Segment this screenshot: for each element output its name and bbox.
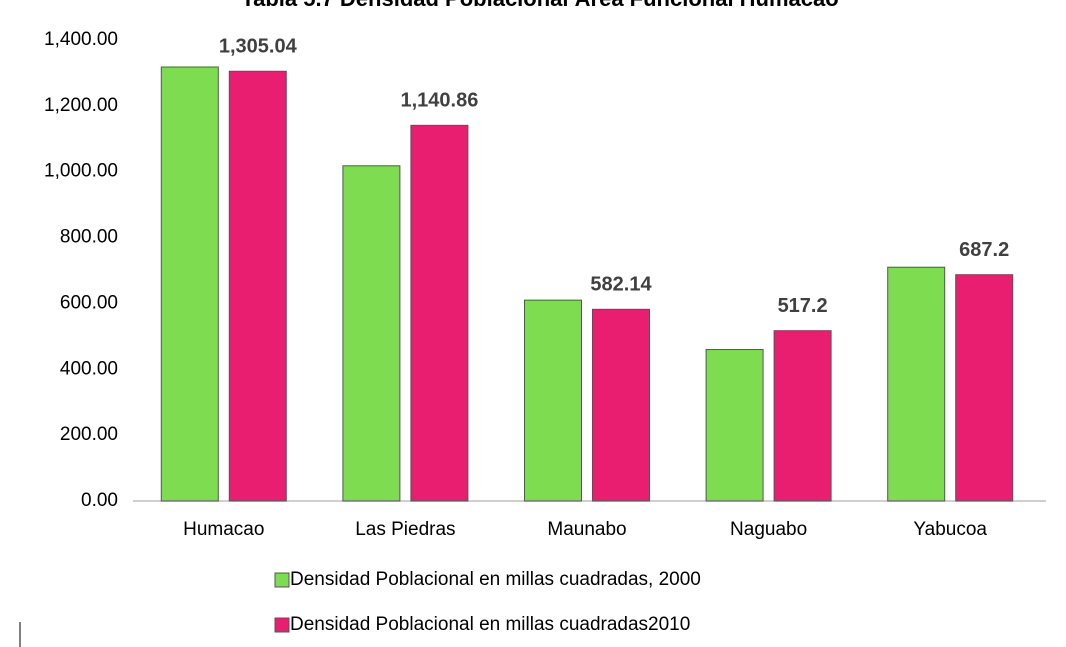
bar — [773, 330, 832, 502]
x-tick-label: Yabucoa — [913, 519, 987, 540]
y-tick-label: 0.00 — [81, 490, 118, 511]
data-label: 1,305.04 — [219, 36, 298, 58]
legend-swatch — [274, 572, 290, 588]
legend-swatch — [274, 617, 290, 633]
y-tick-label: 1,200.00 — [44, 95, 118, 116]
bar — [524, 299, 582, 502]
bar — [592, 308, 650, 502]
bar — [887, 266, 946, 502]
y-tick-label: 1,400.00 — [44, 29, 118, 50]
y-tick-label: 1,000.00 — [44, 161, 118, 182]
y-tick-label: 800.00 — [60, 227, 118, 248]
x-tick-label: Maunabo — [547, 519, 626, 540]
legend-label: Densidad Poblacional en millas cuadradas… — [290, 614, 690, 635]
data-label: 582.14 — [590, 274, 652, 296]
chart-title: Tabla 5.7 Densidad Poblacional Área Func… — [241, 0, 838, 11]
data-label: 517.2 — [778, 295, 828, 317]
y-tick-label: 600.00 — [60, 292, 118, 313]
x-tick-label: Las Piedras — [355, 519, 455, 540]
y-tick-label: 200.00 — [60, 424, 118, 445]
bar — [705, 349, 764, 502]
x-tick-label: Naguabo — [730, 519, 807, 540]
legend-label: Densidad Poblacional en millas cuadradas… — [290, 569, 701, 590]
bar — [955, 274, 1014, 502]
y-tick-label: 400.00 — [60, 358, 118, 379]
bar — [342, 165, 401, 502]
data-label: 1,140.86 — [400, 90, 478, 112]
bar — [410, 124, 469, 502]
data-label: 687.2 — [959, 239, 1009, 261]
bar — [228, 70, 287, 502]
x-tick-label: Humacao — [183, 519, 264, 540]
bar — [160, 66, 219, 502]
